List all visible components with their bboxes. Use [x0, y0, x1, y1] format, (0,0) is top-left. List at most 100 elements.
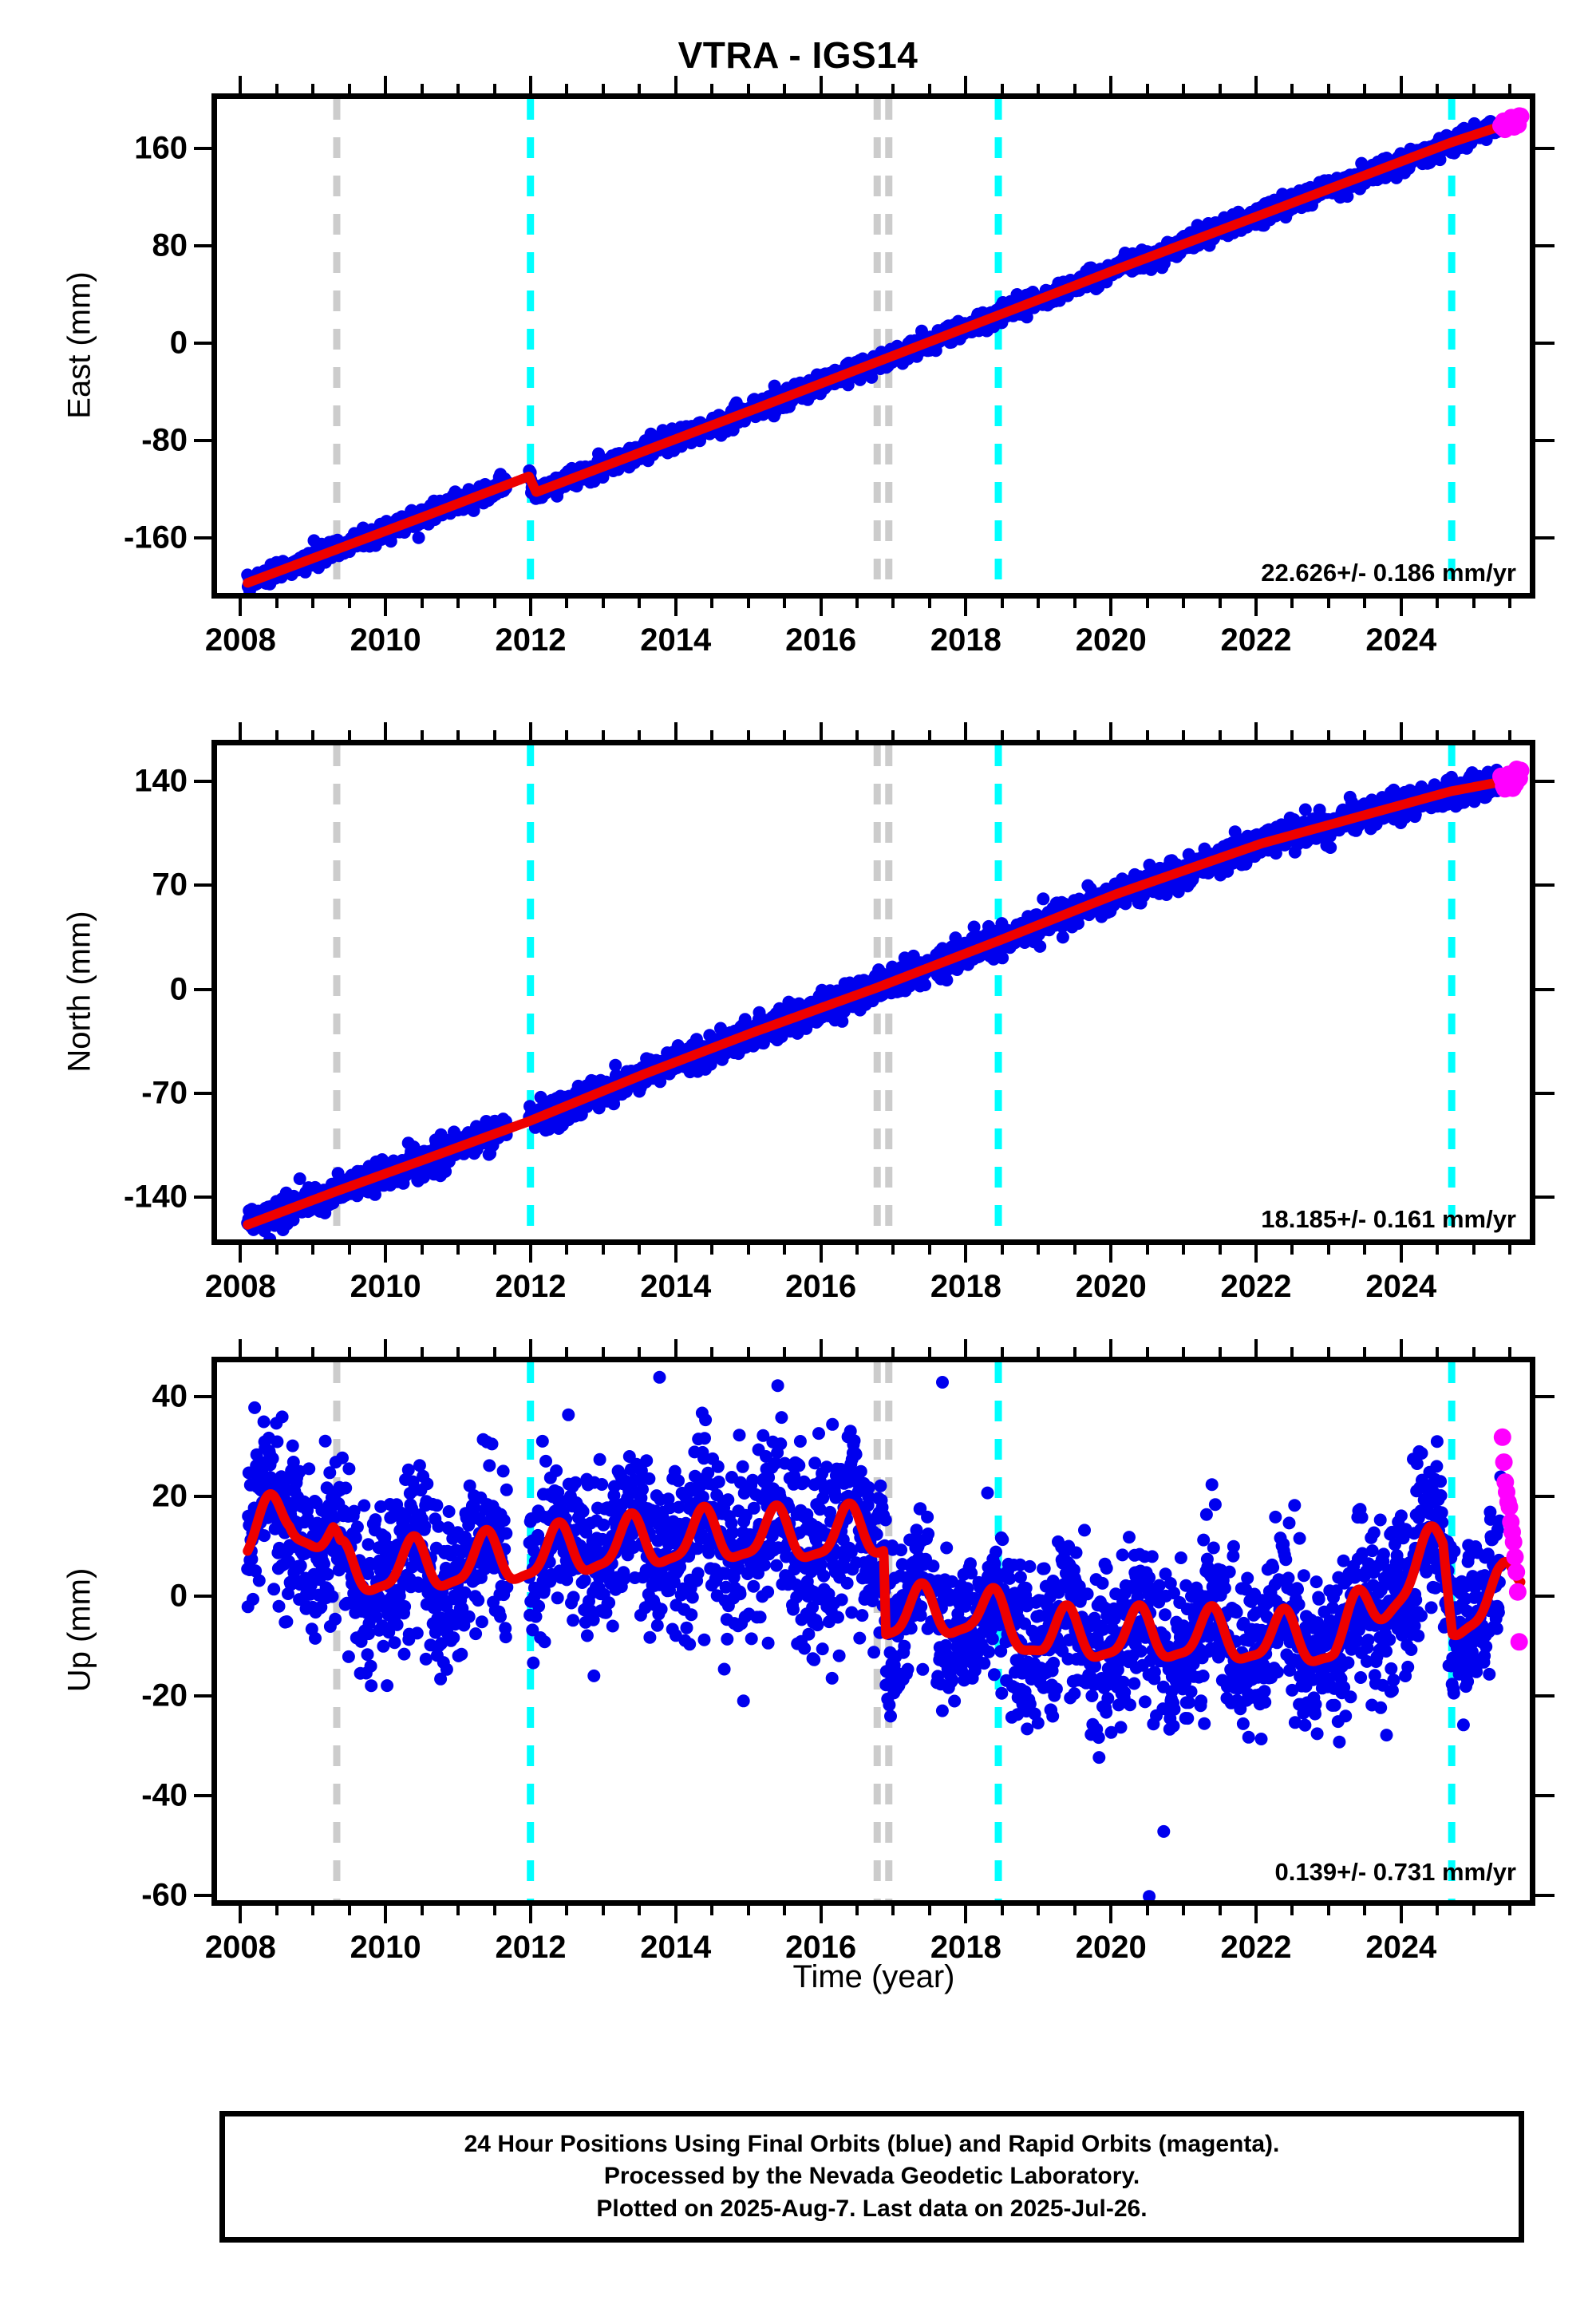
x-tick-minor-north-2010.5 — [420, 1245, 424, 1255]
x-tick-top-minor-north-2019.5 — [1073, 730, 1077, 740]
x-tick-minor-up-2023.0 — [1326, 1906, 1330, 1915]
x-tick-minor-east-2021.0 — [1182, 599, 1186, 608]
x-tick-label-up-2022: 2022 — [1220, 1930, 1292, 1965]
x-tick-top-minor-up-2023.0 — [1326, 1347, 1330, 1357]
x-tick-major-north-2014.0 — [674, 1245, 678, 1263]
x-tick-top-minor-up-2009.5 — [347, 1347, 351, 1357]
x-tick-top-minor-north-2019.0 — [1037, 730, 1041, 740]
x-tick-minor-up-2025.0 — [1472, 1906, 1476, 1915]
x-tick-major-north-2010.0 — [384, 1245, 388, 1263]
x-tick-top-major-east-2014.0 — [674, 76, 678, 93]
x-tick-top-minor-up-2023.5 — [1363, 1347, 1367, 1357]
x-tick-minor-north-2015.5 — [783, 1245, 787, 1255]
y-tick-label-north-4: -140 — [123, 1179, 188, 1215]
x-tick-top-minor-up-2015.5 — [783, 1347, 787, 1357]
break-lines — [333, 99, 1456, 593]
x-tick-top-minor-up-2016.5 — [855, 1347, 859, 1357]
x-tick-major-up-2022.0 — [1254, 1906, 1258, 1923]
x-tick-top-minor-east-2018.5 — [1000, 84, 1004, 93]
x-tick-top-minor-north-2009.0 — [311, 730, 315, 740]
x-tick-top-minor-up-2015.0 — [746, 1347, 750, 1357]
x-tick-minor-north-2016.5 — [855, 1245, 859, 1255]
x-tick-minor-north-2012.5 — [565, 1245, 569, 1255]
x-tick-top-major-up-2022.0 — [1254, 1339, 1258, 1357]
x-tick-top-major-east-2016.0 — [819, 76, 823, 93]
rapid-orbit-points — [1492, 761, 1530, 798]
x-tick-top-major-north-2022.0 — [1254, 722, 1258, 740]
x-tick-top-minor-north-2009.5 — [347, 730, 351, 740]
y-tick-right-east-0 — [1535, 146, 1555, 150]
x-tick-minor-up-2022.5 — [1290, 1906, 1294, 1915]
y-tick-label-north-3: -70 — [141, 1075, 188, 1111]
x-tick-top-minor-north-2012.5 — [565, 730, 569, 740]
x-tick-minor-north-2017.0 — [891, 1245, 895, 1255]
figure-caption-box: 24 Hour Positions Using Final Orbits (bl… — [219, 2111, 1524, 2243]
x-tick-top-minor-east-2019.5 — [1073, 84, 1077, 93]
x-tick-minor-east-2010.5 — [420, 599, 424, 608]
x-tick-minor-east-2008.5 — [275, 599, 279, 608]
x-tick-label-north-2016: 2016 — [785, 1269, 857, 1304]
x-tick-top-major-up-2018.0 — [964, 1339, 968, 1357]
x-tick-top-minor-north-2023.5 — [1363, 730, 1367, 740]
x-tick-top-minor-east-2015.5 — [783, 84, 787, 93]
x-tick-minor-up-2014.5 — [710, 1906, 714, 1915]
x-tick-minor-up-2011.5 — [492, 1906, 496, 1915]
x-tick-minor-up-2013.5 — [638, 1906, 642, 1915]
x-tick-top-minor-north-2021.0 — [1182, 730, 1186, 740]
y-tick-east-0 — [194, 146, 213, 150]
panel-north — [211, 740, 1535, 1245]
x-tick-minor-up-2021.5 — [1218, 1906, 1222, 1915]
x-tick-label-up-2020: 2020 — [1075, 1930, 1147, 1965]
x-tick-minor-east-2009.0 — [311, 599, 315, 608]
y-tick-up-3 — [194, 1694, 213, 1698]
x-tick-minor-east-2020.5 — [1145, 599, 1149, 608]
x-tick-top-minor-east-2023.5 — [1363, 84, 1367, 93]
x-tick-label-north-2010: 2010 — [350, 1269, 421, 1304]
x-tick-top-minor-east-2013.0 — [601, 84, 605, 93]
x-tick-minor-east-2019.0 — [1037, 599, 1041, 608]
x-tick-minor-north-2019.5 — [1073, 1245, 1077, 1255]
x-tick-top-minor-north-2024.5 — [1436, 730, 1440, 740]
x-tick-top-minor-up-2013.0 — [601, 1347, 605, 1357]
y-tick-label-east-2: 0 — [169, 325, 188, 361]
x-tick-top-major-east-2010.0 — [384, 76, 388, 93]
x-tick-label-north-2024: 2024 — [1365, 1269, 1437, 1304]
y-tick-label-east-0: 160 — [134, 130, 188, 166]
x-tick-top-minor-up-2010.5 — [420, 1347, 424, 1357]
y-tick-label-up-3: -20 — [141, 1678, 188, 1713]
x-tick-top-minor-east-2008.5 — [275, 84, 279, 93]
x-tick-top-minor-north-2025.0 — [1472, 730, 1476, 740]
x-tick-minor-north-2013.5 — [638, 1245, 642, 1255]
panel-east-data — [241, 99, 1530, 593]
x-tick-minor-north-2015.0 — [746, 1245, 750, 1255]
x-tick-top-major-north-2020.0 — [1109, 722, 1113, 740]
y-tick-label-up-5: -60 — [141, 1877, 188, 1913]
x-tick-major-east-2016.0 — [819, 599, 823, 616]
x-tick-label-north-2014: 2014 — [640, 1269, 712, 1304]
y-tick-right-up-0 — [1535, 1395, 1555, 1399]
x-tick-top-major-east-2024.0 — [1399, 76, 1403, 93]
x-tick-top-minor-north-2022.5 — [1290, 730, 1294, 740]
x-tick-label-east-2022: 2022 — [1220, 622, 1292, 658]
x-tick-major-east-2020.0 — [1109, 599, 1113, 616]
y-tick-right-up-4 — [1535, 1794, 1555, 1798]
x-tick-top-major-up-2010.0 — [384, 1339, 388, 1357]
y-tick-right-east-4 — [1535, 536, 1555, 539]
y-tick-north-1 — [194, 883, 213, 887]
x-tick-major-north-2008.0 — [239, 1245, 243, 1263]
x-tick-top-minor-east-2009.5 — [347, 84, 351, 93]
rapid-orbit-points — [1492, 107, 1530, 139]
x-tick-minor-north-2022.5 — [1290, 1245, 1294, 1255]
x-tick-major-east-2014.0 — [674, 599, 678, 616]
x-tick-top-minor-up-2009.0 — [311, 1347, 315, 1357]
x-tick-minor-up-2016.5 — [855, 1906, 859, 1915]
y-tick-right-east-2 — [1535, 341, 1555, 345]
x-tick-label-north-2012: 2012 — [495, 1269, 567, 1304]
model-fit-line — [243, 1489, 1526, 1666]
x-tick-label-up-2024: 2024 — [1365, 1930, 1437, 1965]
x-tick-top-major-up-2008.0 — [239, 1339, 243, 1357]
x-tick-top-major-up-2020.0 — [1109, 1339, 1113, 1357]
x-tick-major-up-2010.0 — [384, 1906, 388, 1923]
x-tick-minor-east-2024.5 — [1436, 599, 1440, 608]
x-tick-top-minor-north-2018.5 — [1000, 730, 1004, 740]
